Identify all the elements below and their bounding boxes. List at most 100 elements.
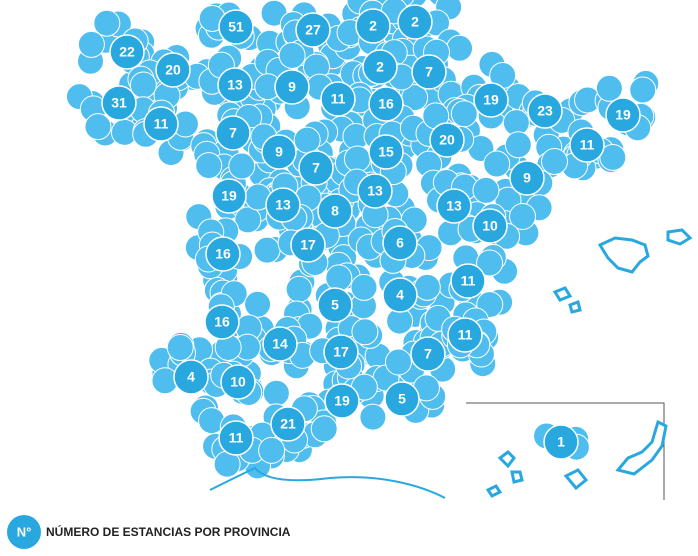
province-count: 27 — [305, 22, 321, 38]
province-count: 16 — [214, 314, 230, 330]
background-dot — [629, 76, 657, 104]
province-count: 7 — [229, 125, 237, 141]
province-marker — [543, 424, 579, 460]
canary-inset-frame — [466, 402, 665, 500]
background-dot — [476, 249, 504, 277]
background-dot — [253, 236, 281, 264]
province-count: 11 — [154, 116, 169, 132]
province-marker — [173, 359, 209, 395]
province-marker — [261, 134, 297, 170]
background-dot — [446, 34, 474, 62]
province-marker — [324, 383, 360, 419]
province-count: 51 — [228, 19, 244, 35]
province-marker — [220, 364, 256, 400]
province-marker — [605, 97, 641, 133]
province-count: 1 — [557, 434, 565, 450]
province-count: 17 — [333, 344, 349, 360]
province-marker — [101, 85, 137, 121]
province-marker — [215, 115, 251, 151]
map-background — [65, 0, 660, 480]
province-marker — [362, 49, 398, 85]
province-marker — [265, 187, 301, 223]
province-marker — [205, 236, 241, 272]
background-dot — [325, 264, 353, 292]
province-marker — [290, 227, 326, 263]
province-marker — [218, 9, 254, 45]
province-count: 13 — [367, 183, 383, 199]
province-marker — [295, 12, 331, 48]
province-count: 16 — [215, 246, 231, 262]
province-marker — [436, 188, 472, 224]
background-dot — [244, 290, 272, 318]
background-dot — [84, 113, 112, 141]
province-count: 5 — [398, 391, 406, 407]
province-count: 11 — [229, 430, 244, 446]
background-dot — [450, 100, 478, 128]
province-count: 4 — [187, 369, 195, 385]
province-marker — [382, 277, 418, 313]
background-dot — [483, 150, 511, 178]
background-dot — [413, 273, 441, 301]
province-count: 4 — [396, 287, 404, 303]
background-dot — [472, 176, 500, 204]
province-count: 21 — [280, 416, 296, 432]
province-marker — [211, 178, 247, 214]
province-marker — [397, 4, 433, 40]
province-count: 11 — [580, 137, 595, 153]
province-count: 7 — [424, 346, 432, 362]
background-dot — [262, 379, 290, 407]
province-count: 8 — [331, 203, 339, 219]
province-count: 19 — [483, 92, 499, 108]
province-marker — [447, 317, 483, 353]
background-dot — [599, 143, 627, 171]
province-count: 19 — [221, 188, 237, 204]
province-marker — [472, 208, 508, 244]
background-dot — [166, 334, 194, 362]
background-dot — [541, 147, 569, 175]
province-marker — [143, 106, 179, 142]
province-count: 10 — [482, 218, 498, 234]
province-count: 19 — [334, 393, 350, 409]
background-dot — [278, 41, 306, 69]
province-marker — [317, 287, 353, 323]
province-marker — [384, 381, 420, 417]
province-count: 7 — [425, 64, 433, 80]
province-marker — [298, 150, 334, 186]
province-marker — [473, 82, 509, 118]
province-marker — [382, 225, 418, 261]
province-count: 10 — [230, 374, 246, 390]
province-count: 16 — [378, 96, 394, 112]
province-count: 7 — [312, 160, 320, 176]
province-count: 11 — [458, 327, 473, 343]
province-marker — [509, 160, 545, 196]
legend-text: NÚMERO DE ESTANCIAS POR PROVINCIA — [46, 524, 291, 539]
province-marker — [317, 193, 353, 229]
province-count: 6 — [396, 235, 404, 251]
province-count: 31 — [111, 95, 127, 111]
background-dot — [504, 131, 532, 159]
province-count: 19 — [615, 107, 631, 123]
province-marker — [155, 52, 191, 88]
province-marker — [410, 336, 446, 372]
background-dot — [195, 152, 223, 180]
province-count: 17 — [300, 237, 316, 253]
province-marker — [355, 8, 391, 44]
background-dot — [509, 203, 537, 231]
province-marker — [357, 173, 393, 209]
province-marker — [411, 54, 447, 90]
background-dot — [343, 145, 371, 173]
background-dot — [351, 318, 379, 346]
province-marker — [569, 127, 605, 163]
province-marker — [429, 122, 465, 158]
africa-coast — [209, 466, 446, 499]
province-count: 15 — [378, 144, 394, 160]
province-marker — [270, 406, 306, 442]
province-marker — [323, 334, 359, 370]
background-dot — [228, 152, 256, 180]
province-count: 2 — [369, 18, 377, 34]
province-count: 9 — [288, 79, 296, 95]
background-dot — [234, 206, 262, 234]
province-marker — [274, 69, 310, 105]
